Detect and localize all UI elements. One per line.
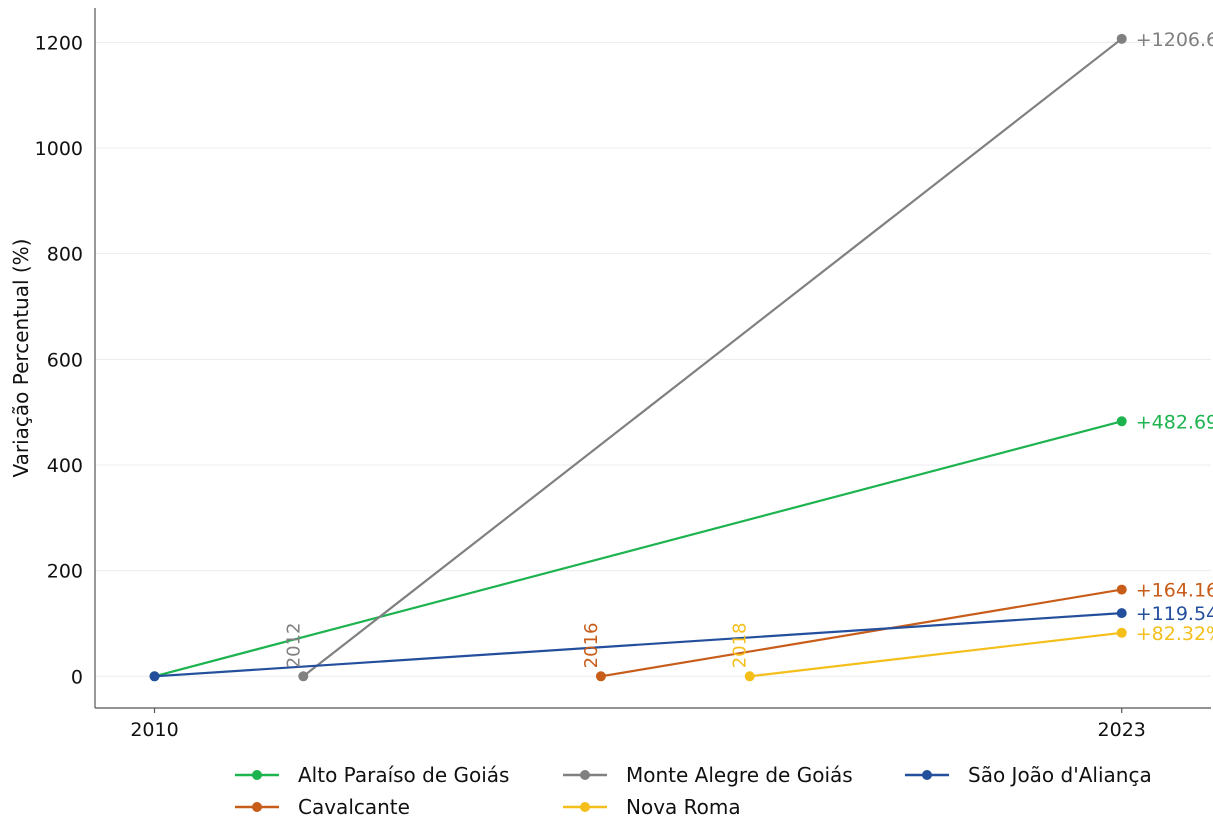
y-tick-label: 400 — [47, 455, 83, 477]
legend: Alto Paraíso de Goiás Monte Alegre de Goi… — [235, 763, 1152, 818]
end-value-label: +82.32% — [1136, 623, 1213, 645]
series-layer — [149, 33, 1127, 682]
data-point — [744, 671, 755, 682]
legend-label: Alto Paraíso de Goiás — [298, 763, 509, 787]
end-value-label: +164.16% — [1136, 580, 1213, 602]
series-line — [154, 420, 1123, 678]
legend-label: Nova Roma — [626, 795, 741, 818]
legend-label: Cavalcante — [298, 795, 410, 818]
start-year-label: 2016 — [581, 622, 602, 668]
y-tick-label: 1000 — [35, 138, 83, 160]
legend-swatch-marker — [922, 770, 932, 780]
end-value-label: +119.54% — [1136, 603, 1213, 625]
y-tick-label: 1200 — [35, 32, 83, 54]
data-point — [1116, 33, 1127, 44]
axes-layer: Variação Percentual (%) 0 200 400 600 800 100… — [9, 8, 1211, 741]
series-line — [302, 37, 1123, 678]
data-point — [298, 671, 309, 682]
start-year-label: 2018 — [730, 622, 751, 668]
start-year-label: 2012 — [283, 622, 304, 668]
data-point — [595, 671, 606, 682]
data-point — [1116, 584, 1127, 595]
legend-swatch-marker — [580, 770, 590, 780]
x-tick-label: 2010 — [130, 719, 178, 741]
grid-layer — [95, 41, 1211, 677]
y-tick-label: 800 — [47, 244, 83, 266]
legend-swatch-marker — [252, 770, 262, 780]
data-point — [149, 671, 160, 682]
y-axis-title: Variação Percentual (%) — [9, 239, 33, 478]
data-point — [1116, 416, 1127, 427]
y-tick-label: 0 — [71, 666, 83, 688]
legend-swatch-marker — [580, 802, 590, 812]
series-line — [749, 631, 1122, 678]
y-tick-label: 600 — [47, 349, 83, 371]
legend-label: São João d'Aliança — [968, 763, 1152, 787]
x-tick-label: 2023 — [1098, 719, 1146, 741]
series-line — [600, 588, 1122, 678]
legend-label: Monte Alegre de Goiás — [626, 763, 853, 787]
data-point — [1116, 627, 1127, 638]
end-value-label: +482.69% — [1136, 411, 1213, 433]
data-point — [1116, 608, 1127, 619]
labels-layer: +482.69% +1206.67% 2012 +119.54%+164.16% 201… — [283, 29, 1213, 668]
end-value-label: +1206.67% — [1136, 29, 1213, 51]
series-line — [154, 612, 1122, 678]
legend-swatch-marker — [252, 802, 262, 812]
y-tick-label: 200 — [47, 561, 83, 583]
